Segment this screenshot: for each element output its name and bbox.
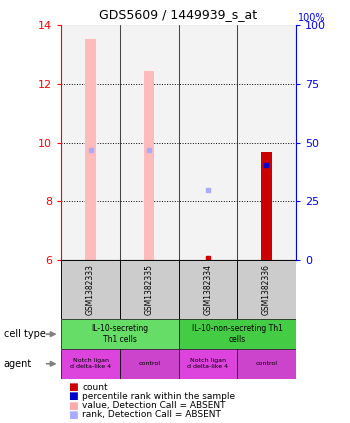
Text: 100%: 100% <box>298 13 325 23</box>
Bar <box>178 349 237 379</box>
Text: GSM1382335: GSM1382335 <box>145 264 154 315</box>
Text: rank, Detection Call = ABSENT: rank, Detection Call = ABSENT <box>82 410 221 420</box>
Bar <box>178 260 237 319</box>
Bar <box>61 25 120 260</box>
Text: IL-10-secreting
Th1 cells: IL-10-secreting Th1 cells <box>91 324 148 344</box>
Text: Notch ligan
d delta-like 4: Notch ligan d delta-like 4 <box>187 358 228 369</box>
Bar <box>120 349 178 379</box>
Bar <box>178 25 237 260</box>
Text: control: control <box>138 361 160 366</box>
Bar <box>120 25 178 260</box>
Text: ■: ■ <box>68 401 78 411</box>
Text: count: count <box>82 382 108 392</box>
Text: agent: agent <box>4 359 32 369</box>
Text: GSM1382336: GSM1382336 <box>262 264 271 315</box>
Text: Notch ligan
d delta-like 4: Notch ligan d delta-like 4 <box>70 358 111 369</box>
Title: GDS5609 / 1449939_s_at: GDS5609 / 1449939_s_at <box>99 8 258 22</box>
Bar <box>178 319 296 349</box>
Text: percentile rank within the sample: percentile rank within the sample <box>82 392 235 401</box>
Bar <box>237 25 296 260</box>
Text: GSM1382333: GSM1382333 <box>86 264 95 315</box>
Bar <box>237 349 296 379</box>
Bar <box>144 71 154 260</box>
Text: control: control <box>256 361 278 366</box>
Text: IL-10-non-secreting Th1
cells: IL-10-non-secreting Th1 cells <box>192 324 282 344</box>
Text: ■: ■ <box>68 382 78 392</box>
Bar <box>120 260 178 319</box>
Bar <box>261 151 272 260</box>
Bar <box>237 260 296 319</box>
Text: cell type: cell type <box>4 329 46 339</box>
Text: ■: ■ <box>68 391 78 401</box>
Bar <box>61 349 120 379</box>
Text: ■: ■ <box>68 410 78 420</box>
Text: GSM1382334: GSM1382334 <box>203 264 212 315</box>
Bar <box>85 38 96 260</box>
Bar <box>61 319 178 349</box>
Text: value, Detection Call = ABSENT: value, Detection Call = ABSENT <box>82 401 226 410</box>
Bar <box>61 260 120 319</box>
